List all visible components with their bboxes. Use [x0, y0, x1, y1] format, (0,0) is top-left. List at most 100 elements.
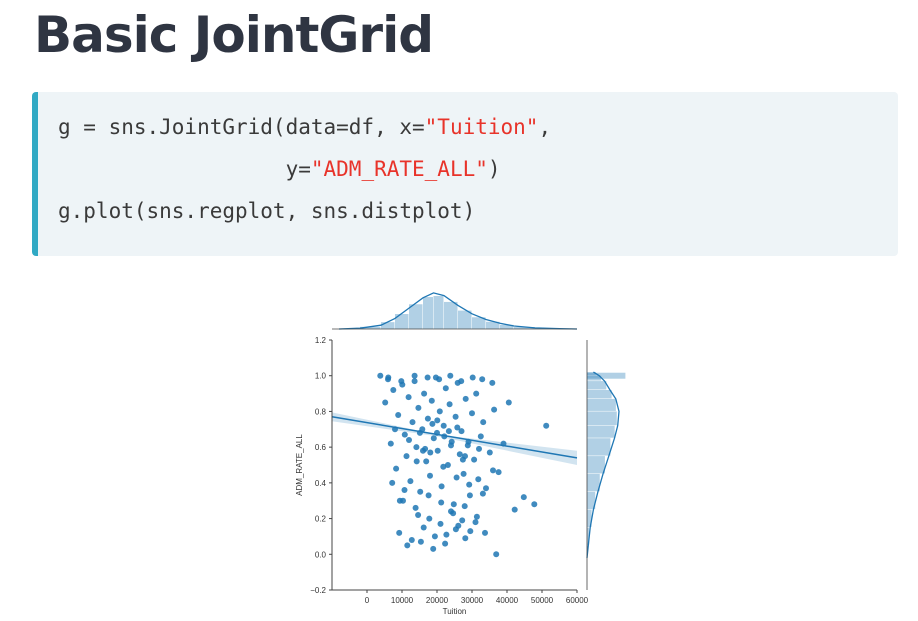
marginal-y-bar: [587, 425, 615, 438]
scatter-point: [415, 404, 422, 411]
x-axis-label: Tuition: [443, 607, 467, 615]
code-line-2: y="ADM_RATE_ALL"): [58, 156, 501, 182]
scatter-point: [458, 378, 465, 385]
scatter-point: [495, 469, 502, 476]
marginal-y-bar: [587, 411, 617, 426]
scatter-point: [453, 474, 460, 481]
scatter-point: [446, 401, 453, 408]
scatter-point: [427, 472, 433, 479]
scatter-point: [520, 494, 527, 501]
x-tick-label: 30000: [461, 596, 484, 605]
scatter-point: [377, 372, 384, 379]
marginal-y-bar: [587, 390, 612, 399]
scatter-point: [421, 390, 428, 397]
scatter-point: [490, 467, 496, 474]
scatter-point: [486, 449, 493, 456]
scatter-point: [411, 372, 418, 379]
scatter-point: [389, 479, 396, 486]
scatter-point: [408, 537, 415, 543]
y-tick-label: 0.8: [315, 407, 327, 416]
marginal-x-bar: [423, 297, 433, 329]
scatter-point: [413, 458, 420, 465]
scatter-point: [456, 451, 463, 458]
scatter-point: [401, 431, 408, 438]
scatter-point: [429, 420, 436, 427]
marginal-y-bar: [587, 456, 605, 474]
scatter-point: [479, 490, 486, 497]
scatter-point: [459, 456, 466, 463]
scatter-point: [390, 387, 397, 393]
scatter-point: [411, 378, 418, 385]
scatter-point: [531, 501, 538, 508]
code-string: "Tuition": [424, 115, 539, 139]
scatter-point: [438, 499, 445, 506]
marginal-y-bar: [587, 527, 590, 545]
code-block: g = sns.JointGrid(data=df, x="Tuition", …: [32, 92, 898, 256]
scatter-point: [448, 442, 454, 449]
scatter-point: [462, 535, 469, 542]
marginal-x-plot: [332, 292, 578, 330]
code-line-1: g = sns.JointGrid(data=df, x="Tuition",: [58, 114, 551, 140]
scatter-point: [436, 408, 443, 415]
scatter-point: [445, 428, 452, 435]
scatter-point: [420, 524, 427, 531]
scatter-point: [430, 545, 437, 552]
code-text: ): [487, 157, 501, 181]
scatter-point: [469, 374, 476, 381]
scatter-point: [444, 462, 451, 468]
scatter-point: [543, 422, 550, 429]
code-string: "ADM_RATE_ALL": [310, 157, 488, 181]
marginal-y-bar: [587, 491, 596, 510]
scatter-point: [403, 453, 410, 460]
scatter-point: [428, 397, 435, 404]
scatter-point: [385, 376, 391, 383]
marginal-x-bar: [409, 304, 423, 329]
scatter-point: [417, 538, 424, 545]
scatter-point: [396, 529, 403, 536]
regression-band: [332, 412, 577, 465]
marginal-y-kde: [586, 371, 620, 558]
marginal-x-bar: [458, 310, 472, 329]
x-tick-label: 60000: [566, 596, 589, 605]
joint-plot: −0.2 0.0 0.2 0.4 0.6 0.8 1.0 1.2 0 10000 20000 3000…: [295, 292, 626, 615]
x-tick-label: 40000: [496, 596, 519, 605]
scatter-point: [424, 415, 431, 422]
code-text: y=: [58, 157, 311, 181]
scatter-point: [476, 445, 482, 452]
marginal-y-bar: [587, 473, 600, 492]
scatter-point: [493, 551, 500, 558]
marginal-x-bar: [514, 327, 535, 329]
marginal-x-bar: [433, 295, 444, 329]
scatter-point: [436, 376, 443, 383]
scatter-point: [466, 492, 473, 499]
scatter-point: [469, 410, 475, 417]
scatter-point: [440, 422, 447, 429]
scatter-point: [491, 406, 498, 413]
scatter-point: [424, 374, 431, 381]
regression-line: [331, 416, 578, 459]
marginal-y-bar: [587, 509, 592, 527]
scatter-point: [395, 412, 402, 418]
scatter-point: [427, 449, 434, 456]
code-line-3: g.plot(sns.regplot, sns.distplot): [58, 198, 475, 224]
scatter-point: [450, 510, 457, 517]
scatter-point: [438, 483, 445, 490]
scatter-point: [442, 540, 449, 547]
code-text: g.plot(sns.regplot, sns.distplot): [58, 199, 476, 223]
x-tick-label: 10000: [391, 596, 414, 605]
scatter-point: [482, 529, 488, 536]
y-axis-label: ADM_RATE_ALL: [295, 434, 304, 496]
scatter-point: [404, 542, 411, 549]
scatter-point: [505, 399, 512, 406]
scatter-point: [460, 470, 467, 477]
y-tick-label: 0.2: [315, 515, 327, 524]
y-tick-label: 0.0: [315, 550, 327, 559]
y-tick-label: 0.4: [315, 479, 327, 488]
marginal-x-bar: [395, 314, 409, 329]
scatter-point: [489, 379, 496, 386]
marginal-x-bar: [486, 321, 500, 329]
scatter-point: [461, 503, 468, 510]
x-tick-label: 0: [365, 596, 370, 605]
scatter-point: [473, 513, 480, 520]
scatter-point: [450, 501, 457, 508]
